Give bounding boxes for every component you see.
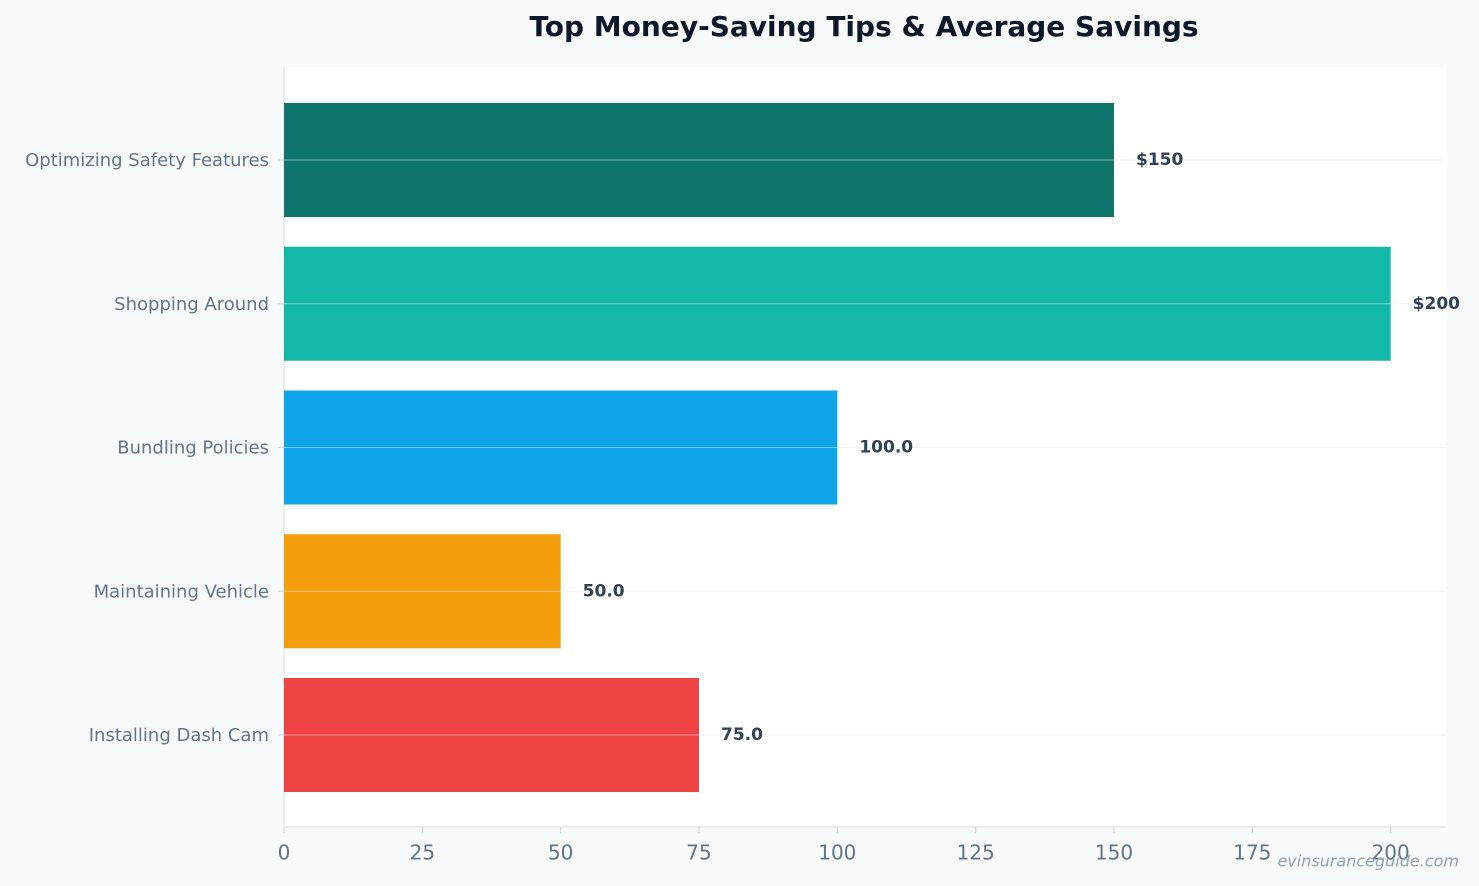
value-label: $150 xyxy=(1136,150,1183,170)
y-tick-label: Maintaining Vehicle xyxy=(94,581,269,602)
value-label: 100.0 xyxy=(859,438,913,458)
x-tick-label: 200 xyxy=(1372,841,1410,865)
x-tick-label: 125 xyxy=(957,841,995,865)
watermark: evinsuranceguide.com xyxy=(1277,852,1459,871)
value-label: $200 xyxy=(1413,294,1460,314)
x-tick-label: 25 xyxy=(410,841,435,865)
value-label: 50.0 xyxy=(583,581,625,601)
chart-title: Top Money-Saving Tips & Average Savings xyxy=(529,10,1198,43)
x-tick-label: 50 xyxy=(548,841,573,865)
x-tick-label: 150 xyxy=(1095,841,1133,865)
y-tick-label: Optimizing Safety Features xyxy=(25,150,269,171)
y-tick-label: Shopping Around xyxy=(114,294,269,315)
x-tick-label: 100 xyxy=(818,841,856,865)
y-tick-label: Installing Dash Cam xyxy=(89,725,269,746)
y-tick-label: Bundling Policies xyxy=(117,438,269,459)
value-label: 75.0 xyxy=(721,725,763,745)
x-tick-label: 175 xyxy=(1233,841,1271,865)
x-tick-label: 0 xyxy=(278,841,291,865)
x-tick-label: 75 xyxy=(686,841,711,865)
